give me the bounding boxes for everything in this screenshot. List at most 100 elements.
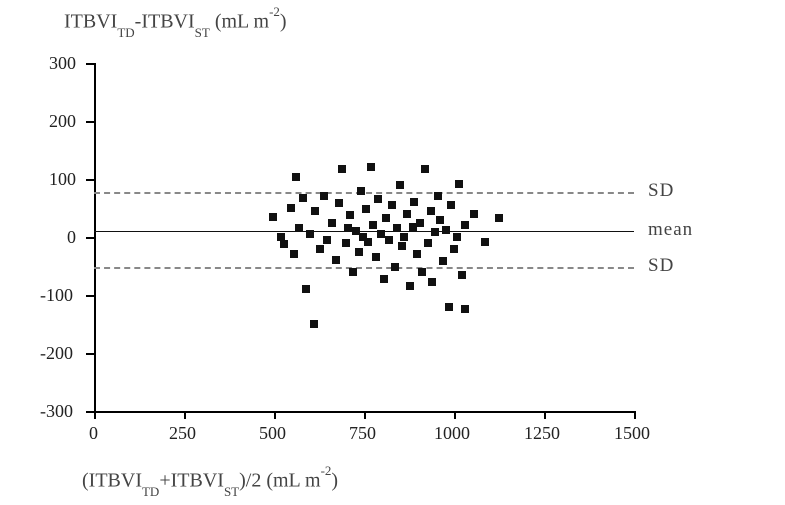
y-tick-label: 300: [49, 53, 76, 74]
data-point: [406, 282, 414, 290]
y-tick: [86, 411, 94, 413]
data-point: [344, 224, 352, 232]
sd-lower-line: [94, 267, 634, 269]
data-point: [311, 207, 319, 215]
x-tick-label: 1500: [614, 423, 650, 444]
x-tick: [364, 411, 366, 419]
x-tick: [184, 411, 186, 419]
data-point: [424, 239, 432, 247]
data-point: [428, 278, 436, 286]
x-tick-label: 500: [259, 423, 286, 444]
data-point: [400, 233, 408, 241]
y-tick-label: -100: [40, 285, 73, 306]
mean-label: mean: [648, 219, 693, 241]
data-point: [445, 303, 453, 311]
data-point: [364, 238, 372, 246]
data-point: [349, 268, 357, 276]
data-point: [362, 205, 370, 213]
y-tick-label: -300: [40, 401, 73, 422]
x-tick: [454, 411, 456, 419]
x-tick: [634, 411, 636, 419]
data-point: [292, 173, 300, 181]
data-point: [369, 221, 377, 229]
data-point: [421, 165, 429, 173]
data-point: [310, 320, 318, 328]
x-tick-label: 250: [169, 423, 196, 444]
y-tick-label: 100: [49, 169, 76, 190]
x-tick-label: 0: [89, 423, 98, 444]
data-point: [332, 256, 340, 264]
data-point: [269, 213, 277, 221]
y-tick: [86, 237, 94, 239]
data-point: [495, 214, 503, 222]
x-tick: [94, 411, 96, 419]
data-point: [316, 245, 324, 253]
x-tick: [274, 411, 276, 419]
y-tick: [86, 353, 94, 355]
data-point: [335, 199, 343, 207]
data-point: [431, 228, 439, 236]
data-point: [461, 221, 469, 229]
y-tick: [86, 63, 94, 65]
data-point: [418, 268, 426, 276]
data-point: [461, 305, 469, 313]
y-tick-label: -200: [40, 343, 73, 364]
data-point: [355, 248, 363, 256]
x-tick-label: 1000: [434, 423, 470, 444]
data-point: [439, 257, 447, 265]
data-point: [367, 163, 375, 171]
data-point: [413, 250, 421, 258]
data-point: [427, 207, 435, 215]
data-point: [455, 180, 463, 188]
data-point: [320, 192, 328, 200]
plot-area: 0250500750100012501500-300-200-100010020…: [94, 63, 634, 411]
data-point: [306, 230, 314, 238]
data-point: [393, 224, 401, 232]
x-tick-label: 1250: [524, 423, 560, 444]
data-point: [290, 250, 298, 258]
data-point: [410, 198, 418, 206]
data-point: [374, 195, 382, 203]
y-axis: [94, 63, 96, 413]
x-axis-title: (ITBVITD+ITBVIST)/2 (mL m-2): [82, 467, 338, 496]
data-point: [280, 240, 288, 248]
y-tick: [86, 295, 94, 297]
data-point: [328, 219, 336, 227]
data-point: [287, 204, 295, 212]
data-point: [382, 214, 390, 222]
data-point: [447, 201, 455, 209]
data-point: [346, 211, 354, 219]
x-tick: [544, 411, 546, 419]
data-point: [302, 285, 310, 293]
data-point: [372, 253, 380, 261]
data-point: [481, 238, 489, 246]
data-point: [295, 224, 303, 232]
data-point: [434, 192, 442, 200]
data-point: [458, 271, 466, 279]
data-point: [416, 219, 424, 227]
data-point: [342, 239, 350, 247]
data-point: [338, 165, 346, 173]
sd-upper-label: SD: [648, 180, 674, 202]
data-point: [357, 187, 365, 195]
data-point: [442, 226, 450, 234]
data-point: [388, 201, 396, 209]
y-axis-title: ITBVITD-ITBVIST (mL m-2): [64, 8, 287, 37]
data-point: [453, 233, 461, 241]
data-point: [436, 216, 444, 224]
data-point: [398, 242, 406, 250]
y-tick-label: 0: [67, 227, 76, 248]
data-point: [385, 236, 393, 244]
y-tick-label: 200: [49, 111, 76, 132]
data-point: [391, 263, 399, 271]
data-point: [470, 210, 478, 218]
data-point: [323, 236, 331, 244]
y-tick: [86, 121, 94, 123]
data-point: [377, 230, 385, 238]
data-point: [396, 181, 404, 189]
data-point: [299, 194, 307, 202]
data-point: [450, 245, 458, 253]
x-tick-label: 750: [349, 423, 376, 444]
data-point: [380, 275, 388, 283]
data-point: [403, 210, 411, 218]
